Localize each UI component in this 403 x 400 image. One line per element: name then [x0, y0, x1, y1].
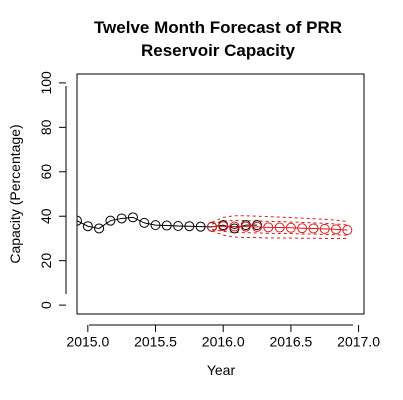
x-tick-label: 2015.5 [134, 333, 177, 349]
chart-title-line-2: Reservoir Capacity [141, 41, 296, 60]
forecast-point [319, 223, 330, 234]
forecast-point [330, 224, 341, 235]
forecast-point [229, 221, 240, 232]
x-tick-label: 2015.0 [66, 333, 109, 349]
observed-point [82, 221, 93, 232]
forecast-point [342, 225, 353, 235]
forecast-point [218, 221, 229, 232]
y-axis-label: Capacity (Percentage) [7, 124, 23, 263]
forecast-point [263, 222, 274, 233]
observed-point [105, 215, 116, 226]
y-tick-label: 100 [38, 71, 54, 95]
x-axis-label: Year [207, 362, 236, 378]
forecast-point [240, 221, 251, 232]
y-tick-label: 40 [38, 208, 54, 224]
observed-point [195, 221, 206, 232]
plot-frame [76, 73, 365, 315]
observed-point [116, 213, 127, 224]
forecast-point [206, 221, 217, 232]
data-points [77, 212, 353, 235]
y-axis: 0 20 40 60 80 100 [38, 71, 67, 309]
observed-point [184, 221, 195, 232]
y-tick-label: 0 [38, 301, 54, 309]
forecast-point [285, 222, 296, 233]
y-tick-label: 80 [38, 119, 54, 135]
observed-point [127, 212, 138, 223]
forecast-interval-upper-inner [211, 219, 348, 226]
forecast-point [252, 221, 263, 232]
x-tick-label: 2016.5 [269, 333, 312, 349]
y-tick-label: 20 [38, 253, 54, 269]
y-tick-label: 60 [38, 164, 54, 180]
forecast-interval-lower-inner [211, 228, 348, 236]
forecast-interval-lower-outer [211, 230, 348, 239]
forecast-interval-upper-outer [211, 215, 348, 223]
observed-point [173, 221, 184, 231]
forecast-point [274, 222, 285, 233]
x-tick-label: 2016.0 [202, 333, 245, 349]
forecast-line [211, 225, 348, 231]
observed-point [139, 217, 150, 228]
forecast-point [297, 223, 308, 234]
x-tick-label: 2017.0 [337, 333, 380, 349]
observed-point [94, 223, 105, 234]
chart-title-line-1: Twelve Month Forecast of PRR [94, 18, 342, 37]
x-axis: 2015.0 2015.5 2016.0 2016.5 2017.0 [66, 324, 380, 349]
observed-point [77, 215, 82, 226]
observed-point [161, 220, 172, 231]
observed-point [150, 220, 161, 231]
forecast-point [308, 223, 319, 234]
forecast-interval-bands [211, 215, 348, 239]
